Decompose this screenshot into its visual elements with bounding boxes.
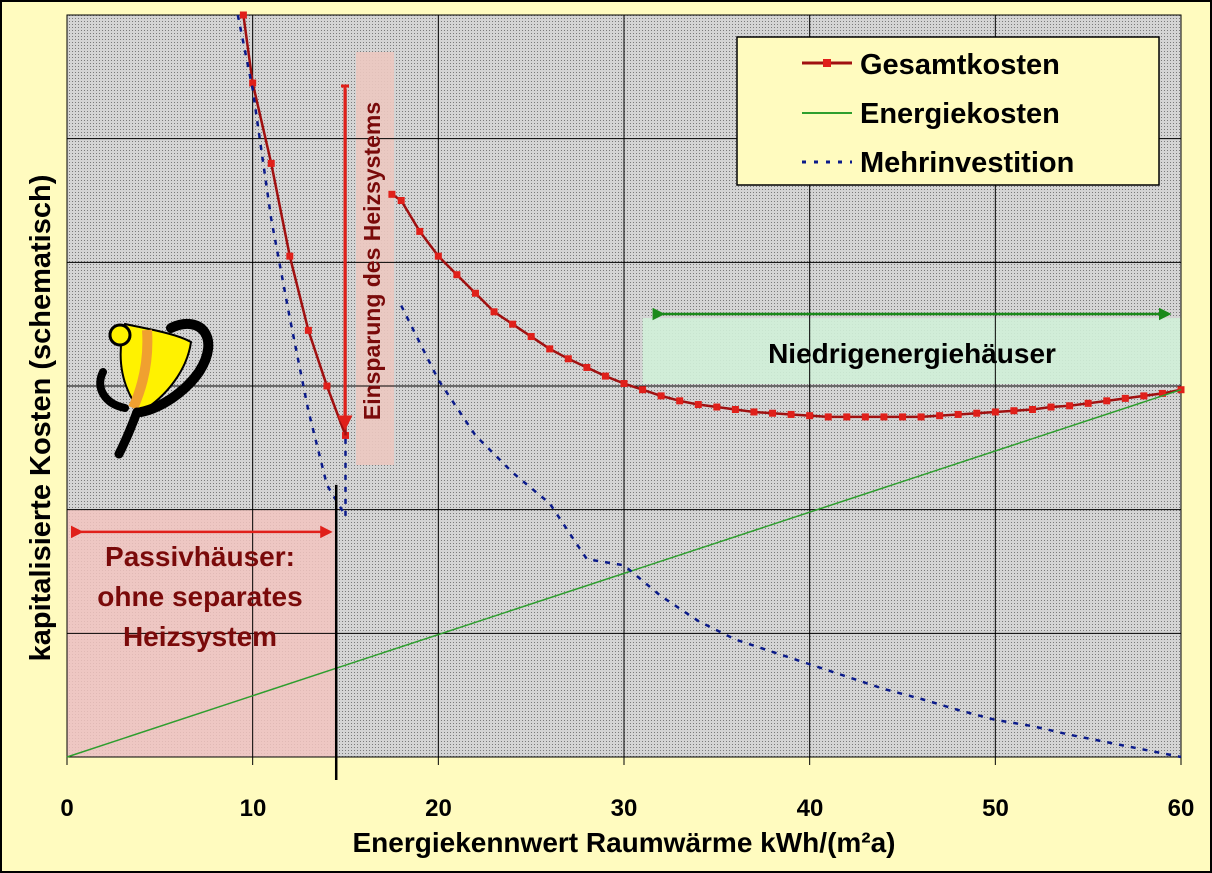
- legend-gesamtkosten: Gesamtkosten: [860, 49, 1060, 81]
- data-point: [601, 372, 609, 380]
- data-point: [527, 333, 535, 341]
- x-tick-label: 20: [425, 795, 452, 822]
- data-point: [954, 410, 962, 418]
- data-point: [304, 326, 312, 334]
- einsparung-label-box: [356, 52, 394, 465]
- data-point: [899, 413, 906, 421]
- passiv-label-line2: ohne separates: [97, 581, 302, 612]
- series-gesamtkosten: [239, 11, 1185, 439]
- data-point: [546, 345, 554, 353]
- data-point: [323, 382, 331, 390]
- x-tick-label: 0: [60, 795, 73, 822]
- data-point: [750, 408, 758, 416]
- series-line-energiekosten: [66, 388, 1182, 758]
- data-point: [657, 392, 665, 400]
- data-point: [991, 408, 999, 416]
- series-energiekosten: [66, 388, 1182, 758]
- data-point: [1140, 392, 1148, 400]
- niedrig-region: [642, 318, 1181, 384]
- data-point: [843, 413, 851, 421]
- data-point: [1158, 389, 1166, 397]
- data-point: [731, 405, 739, 413]
- data-point: [286, 252, 294, 260]
- data-point: [676, 397, 684, 405]
- data-point: [973, 409, 981, 417]
- data-point: [388, 190, 396, 198]
- legend-mehrinvestition: Mehrinvestition: [860, 147, 1074, 179]
- data-point: [1103, 397, 1111, 405]
- einsparung-label: Einsparung des Heizsystems: [359, 102, 385, 420]
- data-point: [936, 412, 944, 420]
- data-point: [806, 412, 814, 420]
- data-point: [453, 271, 461, 279]
- x-tick-label: 40: [797, 795, 824, 822]
- data-point: [434, 252, 442, 260]
- data-point: [1121, 394, 1129, 402]
- data-point: [713, 403, 721, 411]
- series-mehrinvestition: [236, 14, 1182, 759]
- x-axis-ticks: 0 10 20 30 40 50 60: [60, 795, 1194, 822]
- x-tick-label: 30: [611, 795, 638, 822]
- series-line-mehrinvestition: [236, 14, 347, 517]
- data-point: [416, 227, 424, 235]
- data-point: [471, 289, 479, 297]
- legend-energiekosten: Energiekosten: [860, 98, 1060, 130]
- data-point: [861, 413, 869, 421]
- data-point: [267, 159, 275, 167]
- x-tick-label: 50: [982, 795, 1009, 822]
- data-point: [620, 380, 628, 388]
- passiv-label-line3: Heizsystem: [123, 621, 277, 652]
- data-point: [1047, 403, 1055, 411]
- data-point: [583, 363, 591, 371]
- data-point: [490, 308, 498, 316]
- x-tick-label: 60: [1168, 795, 1195, 822]
- data-point: [1066, 402, 1074, 410]
- data-point: [880, 413, 888, 421]
- data-point: [769, 409, 777, 417]
- data-point: [564, 355, 572, 363]
- niedrig-label: Niedrigenergiehäuser: [768, 338, 1056, 369]
- passiv-label-line1: Passivhäuser:: [105, 541, 295, 572]
- data-point: [917, 413, 925, 421]
- x-tick-label: 10: [240, 795, 267, 822]
- data-point: [1028, 405, 1036, 413]
- data-point: [694, 401, 702, 409]
- data-point: [1084, 399, 1092, 407]
- data-point: [509, 320, 517, 328]
- data-point: [824, 413, 832, 421]
- data-point: [397, 197, 405, 204]
- passivhaus-logo-icon: [96, 318, 214, 459]
- data-point: [639, 386, 647, 394]
- x-axis-title: Energiekennwert Raumwärme kWh/(m²a): [352, 827, 895, 858]
- data-point: [249, 79, 257, 87]
- y-axis-title: kapitalisierte Kosten (schematisch): [25, 175, 57, 662]
- series-line-mehrinvestition: [400, 305, 1182, 759]
- data-point: [787, 410, 795, 418]
- data-point: [239, 11, 247, 19]
- legend: Gesamtkosten Energiekosten Mehrinvestiti…: [736, 36, 1160, 186]
- data-point: [1010, 407, 1018, 415]
